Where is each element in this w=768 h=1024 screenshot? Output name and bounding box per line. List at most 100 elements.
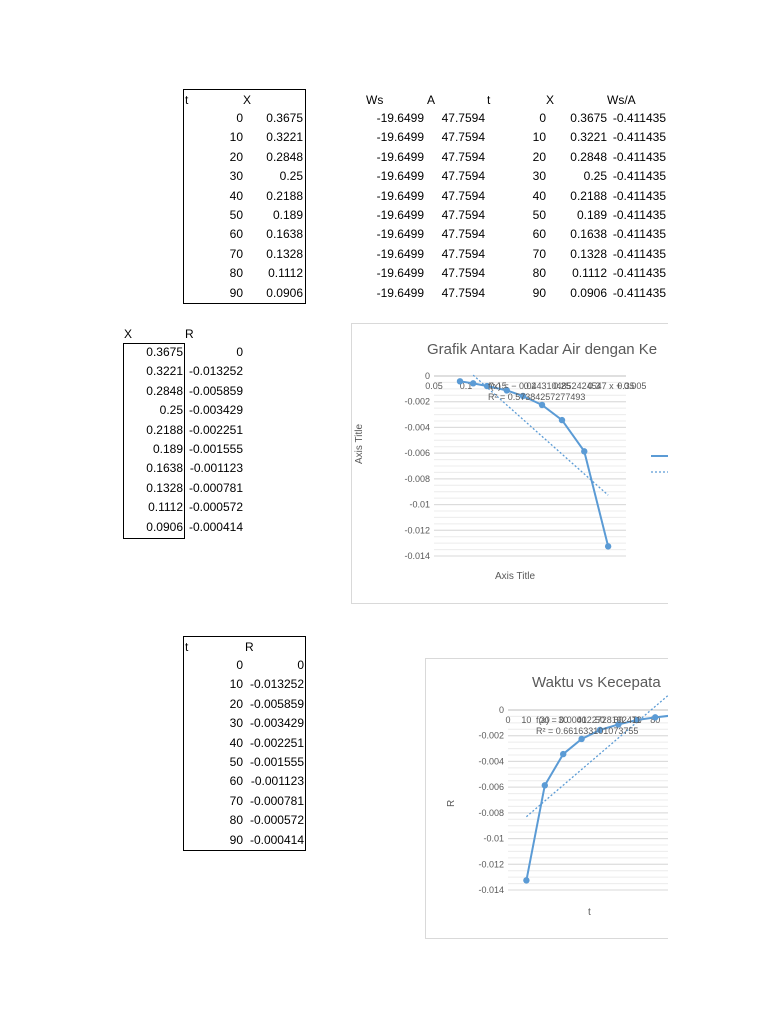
table4-border bbox=[183, 636, 306, 851]
data-point bbox=[578, 735, 585, 743]
table2-cell: 20 bbox=[532, 149, 546, 164]
table4-cell: 40 bbox=[229, 735, 243, 750]
table4-cell: -0.000572 bbox=[249, 813, 304, 828]
table2-cell: 0.2188 bbox=[570, 188, 607, 203]
table1-cell: 20 bbox=[229, 149, 243, 164]
table4-cell: 90 bbox=[229, 832, 243, 847]
table2-cell: -19.6499 bbox=[376, 266, 424, 281]
table4-cell: -0.003429 bbox=[249, 716, 304, 731]
y-tick-label: -0.014 bbox=[478, 885, 504, 895]
table2-cell: 70 bbox=[532, 246, 546, 261]
trendline-r2: R² = 0.661633101073755 bbox=[536, 726, 638, 736]
table2-cell: 90 bbox=[532, 285, 546, 300]
y-tick-label: -0.002 bbox=[404, 397, 430, 407]
table1-cell: 10 bbox=[229, 130, 243, 145]
table4-cell: -0.013252 bbox=[249, 677, 304, 692]
chart1-frame[interactable]: Grafik Antara Kadar Air dengan Ke Axis T… bbox=[351, 323, 668, 604]
y-tick-label: -0.008 bbox=[404, 474, 430, 484]
data-point bbox=[456, 378, 464, 385]
table1-cell: 0 bbox=[236, 111, 243, 125]
table2-cell: -0.411435 bbox=[612, 188, 666, 203]
data-point bbox=[581, 448, 588, 455]
x-tick-label: 0.25 bbox=[553, 381, 571, 391]
table3-border bbox=[123, 343, 185, 539]
x-tick-label: 50 bbox=[595, 715, 605, 725]
table3-cell: 0.2188 bbox=[146, 422, 183, 437]
table1-cell: 0.1638 bbox=[266, 227, 303, 242]
table2-cell: -19.6499 bbox=[376, 169, 424, 184]
y-tick-label: -0.012 bbox=[478, 859, 504, 869]
y-tick-label: -0.01 bbox=[483, 834, 504, 844]
y-tick-label: -0.012 bbox=[404, 525, 430, 535]
table3-cell: -0.001555 bbox=[188, 442, 243, 456]
table4-cell: -0.001123 bbox=[250, 774, 304, 789]
table4-cell: -0.001555 bbox=[249, 755, 304, 769]
data-point bbox=[503, 387, 511, 394]
series-line bbox=[459, 380, 610, 547]
chart2-plot: 0-0.002-0.004-0.006-0.008-0.01-0.012-0.0… bbox=[478, 694, 668, 895]
table2-header-0: Ws bbox=[366, 93, 384, 107]
table2-cell: -0.411435 bbox=[612, 149, 666, 164]
data-point bbox=[558, 416, 566, 424]
table1-cell: 0.2848 bbox=[266, 149, 303, 164]
table3-cell: 0.189 bbox=[152, 442, 183, 456]
table1-cell: 90 bbox=[229, 285, 243, 300]
table2-cell: -0.411435 bbox=[612, 246, 666, 261]
table2-cell: -19.6499 bbox=[376, 188, 424, 203]
table3-cell: 0.3675 bbox=[146, 345, 183, 359]
x-tick-label: 0.15 bbox=[489, 381, 507, 391]
table4-header-1: R bbox=[245, 640, 254, 654]
table2-cell: -0.411435 bbox=[612, 130, 666, 145]
table2-cell: 47.7594 bbox=[441, 111, 485, 125]
table2-cell: 0 bbox=[539, 111, 546, 125]
table2-header-3: X bbox=[546, 93, 555, 107]
table2-cell: 47.7594 bbox=[441, 149, 485, 164]
table2-cell: 0.25 bbox=[583, 169, 607, 184]
y-tick-label: 0 bbox=[425, 371, 430, 381]
table2-cell: -19.6499 bbox=[376, 227, 424, 242]
table3-cell: 0.1112 bbox=[148, 500, 183, 515]
data-point bbox=[541, 782, 548, 789]
chart2-xlabel: t bbox=[588, 907, 591, 918]
table2-cell: 47.7594 bbox=[441, 169, 485, 184]
table3-cell: 0.3221 bbox=[146, 364, 183, 379]
trendline bbox=[525, 694, 668, 818]
table4-cell: 0 bbox=[297, 658, 304, 672]
table1-cell: 60 bbox=[229, 227, 243, 242]
x-tick-label: 60 bbox=[613, 715, 623, 725]
table1-cell: 0.0906 bbox=[266, 285, 303, 300]
table3-cell: 0 bbox=[236, 345, 243, 359]
data-point bbox=[596, 726, 604, 734]
y-tick-label: -0.004 bbox=[404, 422, 430, 432]
x-tick-label: 0.05 bbox=[425, 381, 443, 391]
table3-cell: -0.002251 bbox=[188, 422, 243, 437]
table2-header-4: Ws/A bbox=[607, 93, 636, 107]
table2-cell: 0.3221 bbox=[570, 130, 607, 145]
table3-cell: 0.0906 bbox=[146, 519, 183, 534]
table2-cell: -19.6499 bbox=[376, 149, 424, 164]
table2-cell: -19.6499 bbox=[376, 111, 424, 125]
table2-cell: 0.3675 bbox=[570, 111, 607, 125]
table1-cell: 0.1328 bbox=[266, 246, 303, 261]
x-tick-label: 30 bbox=[558, 715, 568, 725]
chart2-frame[interactable]: Waktu vs Kecepata t R 0 -0.002 -0.004 -0.00… bbox=[425, 658, 668, 939]
table4-cell: 0 bbox=[236, 658, 243, 672]
table4-cell: 10 bbox=[229, 677, 243, 692]
table2-cell: 80 bbox=[532, 266, 546, 281]
data-point bbox=[483, 382, 491, 390]
table3-cell: -0.001123 bbox=[189, 461, 243, 476]
table3-cell: -0.000414 bbox=[188, 519, 243, 534]
table3-cell: -0.003429 bbox=[188, 403, 243, 418]
table2-cell: 47.7594 bbox=[441, 266, 485, 281]
table1-cell: 0.189 bbox=[272, 208, 303, 222]
table2-cell: 47.7594 bbox=[441, 246, 485, 261]
table4-cell: 80 bbox=[229, 813, 243, 828]
table1-cell: 50 bbox=[229, 208, 243, 222]
table2-cell: -19.6499 bbox=[376, 246, 424, 261]
table2-cell: -0.411435 bbox=[612, 111, 666, 125]
data-point bbox=[652, 714, 659, 721]
table4-cell: -0.000414 bbox=[249, 832, 304, 847]
table3-cell: 0.2848 bbox=[146, 383, 183, 398]
y-tick-label: -0.008 bbox=[478, 808, 504, 818]
table2-cell: -0.411435 bbox=[612, 266, 666, 281]
